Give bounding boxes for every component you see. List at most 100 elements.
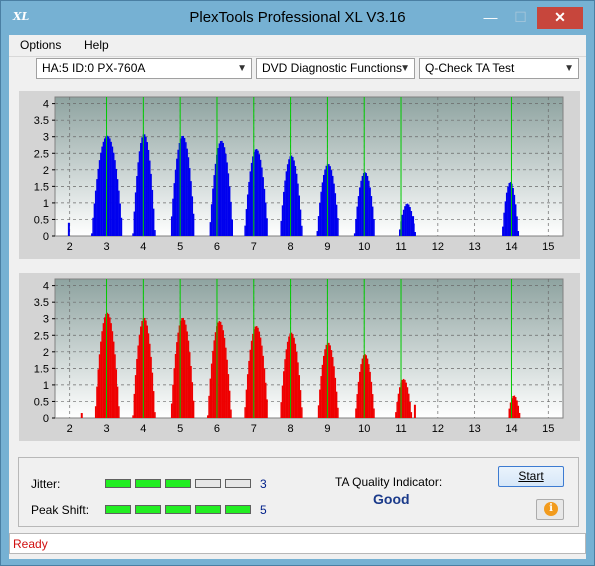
bar bbox=[320, 376, 322, 418]
bar bbox=[190, 181, 192, 236]
bar bbox=[150, 173, 152, 236]
function-select[interactable]: DVD Diagnostic Functions ▼ bbox=[256, 58, 415, 79]
bar bbox=[170, 216, 173, 236]
bar bbox=[140, 326, 142, 418]
bar bbox=[373, 408, 375, 418]
bar bbox=[188, 168, 191, 236]
bar bbox=[105, 313, 107, 418]
jitter-meter-segment bbox=[195, 479, 221, 488]
bar bbox=[152, 208, 155, 236]
jitter-meter-segment bbox=[225, 479, 251, 488]
bar bbox=[111, 331, 114, 418]
peak-shift-meter-segment bbox=[105, 505, 131, 514]
minimize-button[interactable]: — bbox=[483, 9, 498, 25]
bar bbox=[317, 216, 320, 236]
x-tick-label: 14 bbox=[505, 423, 517, 435]
bar bbox=[225, 153, 227, 236]
bar bbox=[244, 225, 246, 236]
bar bbox=[183, 320, 186, 418]
x-tick-label: 14 bbox=[505, 241, 517, 253]
bar bbox=[187, 340, 190, 418]
bar bbox=[143, 134, 146, 236]
info-button[interactable]: i bbox=[536, 499, 564, 520]
bar bbox=[106, 135, 109, 236]
y-tick-label: 3.5 bbox=[34, 115, 49, 127]
bar bbox=[114, 160, 116, 236]
bar bbox=[98, 354, 101, 418]
start-button[interactable]: Start bbox=[498, 466, 564, 487]
bar bbox=[149, 343, 151, 418]
bar bbox=[328, 342, 330, 418]
menu-help[interactable]: Help bbox=[84, 38, 109, 52]
bar bbox=[297, 362, 299, 418]
bar bbox=[359, 371, 361, 418]
bar bbox=[414, 232, 416, 236]
bar bbox=[111, 146, 114, 236]
bar bbox=[328, 164, 330, 236]
plot-area bbox=[54, 278, 564, 419]
status-text: Ready bbox=[13, 537, 48, 551]
close-button[interactable]: ✕ bbox=[537, 7, 583, 29]
bar bbox=[373, 219, 375, 236]
bar bbox=[259, 159, 262, 236]
bar bbox=[101, 146, 103, 236]
bar bbox=[364, 172, 366, 236]
x-tick-label: 6 bbox=[214, 423, 220, 435]
peak-shift-meter-segment bbox=[135, 505, 161, 514]
bar bbox=[172, 198, 174, 236]
bar bbox=[182, 135, 185, 236]
bar bbox=[141, 137, 143, 236]
bar bbox=[212, 350, 214, 418]
bar bbox=[290, 155, 293, 236]
bar bbox=[173, 183, 176, 236]
bar bbox=[221, 324, 223, 418]
bar bbox=[170, 403, 173, 418]
bar bbox=[149, 160, 151, 236]
bar bbox=[280, 220, 282, 236]
drive-select[interactable]: HA:5 ID:0 PX-760A ▼ bbox=[36, 58, 252, 79]
test-select[interactable]: Q-Check TA Test ▼ bbox=[419, 58, 579, 79]
bar bbox=[245, 209, 248, 236]
bar bbox=[517, 231, 520, 236]
bar bbox=[512, 395, 514, 418]
app-logo-icon: XL bbox=[13, 10, 30, 23]
bar bbox=[292, 334, 294, 418]
bar bbox=[361, 175, 364, 236]
bar bbox=[107, 313, 110, 418]
bar bbox=[321, 182, 324, 236]
bar bbox=[262, 177, 264, 236]
bar bbox=[325, 165, 328, 236]
window-title: PlexTools Professional XL V3.16 bbox=[189, 9, 406, 26]
bar bbox=[332, 175, 334, 236]
bar bbox=[97, 168, 100, 236]
bar bbox=[250, 162, 253, 236]
bar bbox=[98, 160, 101, 236]
bar bbox=[320, 191, 322, 236]
maximize-button[interactable]: ☐ bbox=[514, 9, 527, 25]
peak-shift-meter-segment bbox=[225, 505, 251, 514]
title-bar[interactable]: XL PlexTools Professional XL V3.16 — ☐ ✕ bbox=[1, 1, 594, 35]
bar bbox=[109, 317, 111, 418]
bar bbox=[134, 192, 137, 236]
bar bbox=[503, 212, 505, 236]
y-tick-label: 1.5 bbox=[34, 181, 49, 193]
bar bbox=[288, 336, 290, 418]
bar bbox=[406, 387, 409, 418]
bar bbox=[179, 320, 182, 418]
bar bbox=[405, 382, 407, 418]
bar bbox=[176, 342, 178, 418]
bar bbox=[334, 193, 337, 236]
bar bbox=[143, 317, 146, 418]
function-select-value: DVD Diagnostic Functions bbox=[262, 61, 403, 75]
start-button-label: Start bbox=[518, 469, 544, 483]
bar bbox=[138, 151, 141, 236]
bar bbox=[115, 369, 118, 418]
bar bbox=[208, 395, 210, 418]
bar bbox=[110, 323, 112, 418]
bar bbox=[284, 359, 286, 418]
bar bbox=[406, 203, 409, 236]
bar bbox=[182, 317, 185, 418]
bar bbox=[356, 206, 358, 236]
bar bbox=[91, 233, 93, 236]
menu-options[interactable]: Options bbox=[20, 38, 62, 52]
